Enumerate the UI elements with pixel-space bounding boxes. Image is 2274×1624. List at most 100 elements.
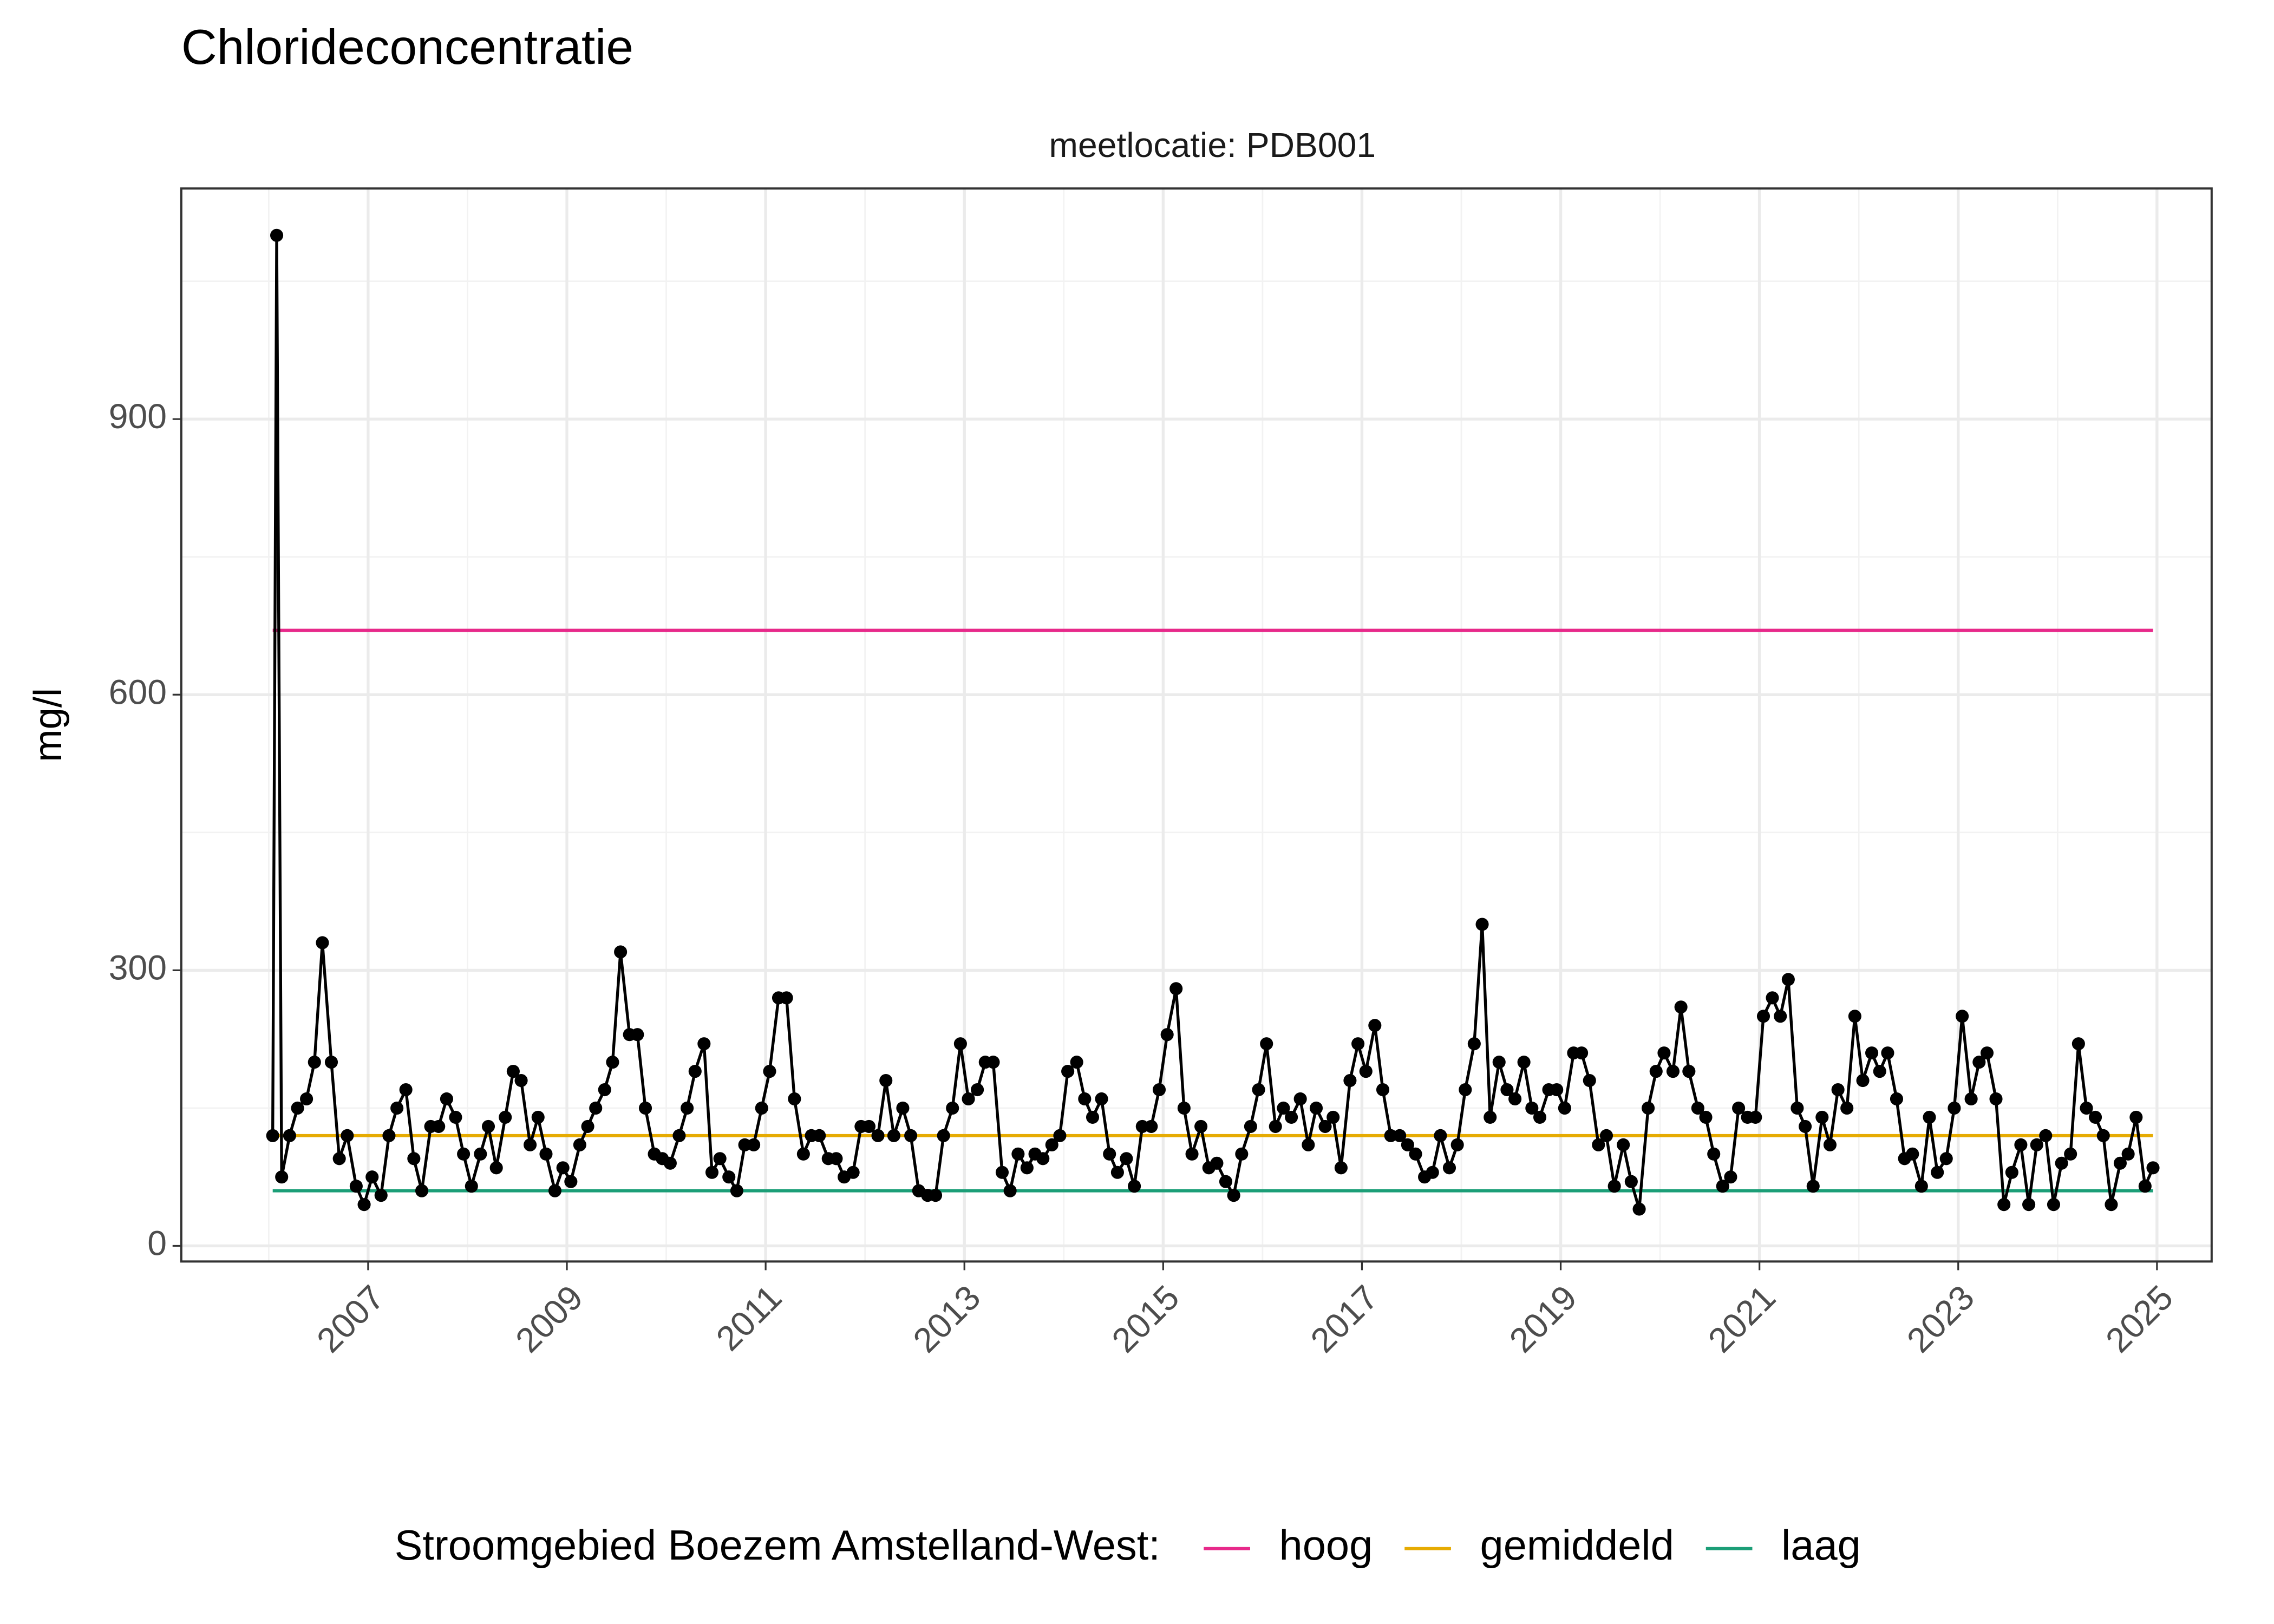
data-point (1442, 1161, 1456, 1175)
data-point (896, 1101, 910, 1115)
plot-border (180, 187, 2213, 1263)
data-point (357, 1198, 371, 1212)
data-point (2022, 1198, 2036, 1212)
data-point (1989, 1092, 2003, 1106)
data-point (1972, 1056, 1986, 1069)
data-point (1368, 1019, 1382, 1032)
data-point (374, 1189, 388, 1202)
data-point (1145, 1119, 1158, 1133)
data-point (1756, 1010, 1770, 1023)
data-point (1293, 1092, 1307, 1106)
data-point (846, 1165, 860, 1179)
data-point (1707, 1147, 1721, 1161)
data-point (2014, 1138, 2028, 1151)
data-point (440, 1092, 453, 1106)
data-point (1061, 1065, 1075, 1078)
data-point (1277, 1101, 1290, 1115)
y-tick-label: 600 (109, 672, 167, 711)
data-point (1533, 1110, 1547, 1124)
data-point (1823, 1138, 1837, 1151)
data-point (1682, 1065, 1696, 1078)
data-point (631, 1028, 644, 1042)
data-point (1177, 1101, 1191, 1115)
data-point (1732, 1101, 1746, 1115)
data-point (2129, 1110, 2143, 1124)
data-point (1401, 1138, 1414, 1151)
data-point (581, 1119, 594, 1133)
data-point (1948, 1101, 1961, 1115)
data-point (266, 1129, 279, 1142)
data-point (300, 1092, 313, 1106)
data-point (871, 1129, 885, 1142)
y-tick-label: 0 (147, 1223, 167, 1262)
data-point (1160, 1028, 1174, 1042)
data-point (1508, 1092, 1522, 1106)
data-point (539, 1147, 553, 1161)
data-point (763, 1065, 776, 1078)
data-point (1997, 1198, 2011, 1212)
data-point (1152, 1083, 1166, 1097)
data-point (1095, 1092, 1108, 1106)
data-point (1103, 1147, 1116, 1161)
data-point (1409, 1147, 1422, 1161)
data-point (481, 1119, 495, 1133)
data-point (1914, 1180, 1928, 1193)
data-point (2005, 1165, 2018, 1179)
data-point (1724, 1170, 1737, 1184)
data-point (1169, 982, 1183, 996)
data-point (2113, 1156, 2127, 1170)
data-point (2146, 1161, 2160, 1175)
data-point (2121, 1147, 2135, 1161)
data-point (722, 1170, 736, 1184)
data-point (681, 1101, 694, 1115)
data-point (1575, 1046, 1589, 1060)
data-point (1666, 1065, 1680, 1078)
data-point (1856, 1073, 1870, 1088)
data-point (1831, 1083, 1845, 1097)
data-point (663, 1156, 677, 1170)
data-point (382, 1129, 396, 1142)
data-point (598, 1083, 611, 1097)
data-point (705, 1165, 719, 1179)
y-tick-label: 900 (109, 397, 167, 436)
data-point (1120, 1152, 1133, 1165)
data-point (1459, 1083, 1472, 1097)
data-point (324, 1056, 338, 1069)
data-point (2055, 1156, 2068, 1170)
data-point (564, 1175, 578, 1188)
data-point (614, 945, 628, 959)
data-point (1980, 1046, 1994, 1060)
data-point (1185, 1147, 1199, 1161)
data-point (457, 1147, 471, 1161)
data-point (270, 228, 284, 242)
data-point (1110, 1165, 1124, 1179)
data-point (1500, 1083, 1514, 1097)
data-point (524, 1138, 537, 1151)
data-point (1632, 1202, 1646, 1216)
legend-label: laag (1781, 1522, 1861, 1569)
marks (266, 228, 2160, 1216)
data-point (1269, 1119, 1282, 1133)
data-point (316, 936, 329, 949)
data-point (1881, 1046, 1894, 1060)
data-point (308, 1056, 321, 1069)
data-point (556, 1161, 570, 1175)
data-point (1749, 1110, 1762, 1124)
data-point (688, 1065, 702, 1078)
data-point (730, 1184, 743, 1197)
data-point (953, 1037, 967, 1051)
data-point (1840, 1101, 1854, 1115)
data-point (1334, 1161, 1348, 1175)
data-point (2080, 1101, 2093, 1115)
data-point (813, 1129, 826, 1142)
data-point (2096, 1129, 2110, 1142)
data-point (1327, 1110, 1340, 1124)
data-point (1302, 1138, 1315, 1151)
data-point (1624, 1175, 1638, 1188)
data-point (1351, 1037, 1365, 1051)
data-point (1210, 1156, 1224, 1170)
data-point (1608, 1180, 1621, 1193)
data-point (1642, 1101, 1655, 1115)
legend-label: hoog (1279, 1522, 1373, 1569)
data-point (1931, 1165, 1944, 1179)
